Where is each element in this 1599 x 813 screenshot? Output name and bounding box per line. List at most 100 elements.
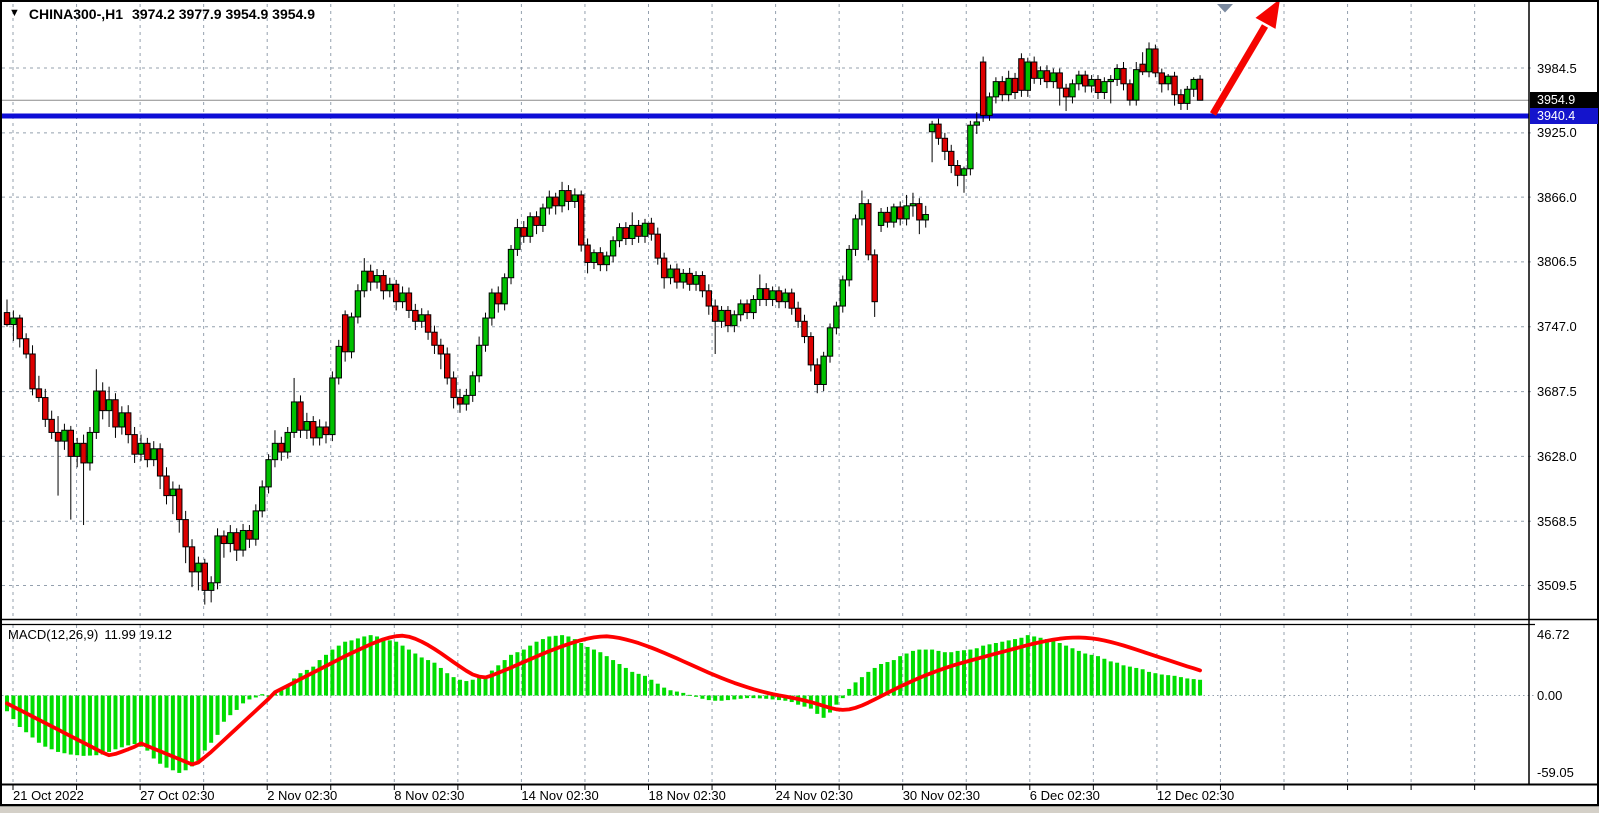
- candle-body: [514, 227, 521, 250]
- macd-histogram-bar: [879, 664, 884, 696]
- macd-histogram-bar: [700, 695, 705, 699]
- candle-body: [705, 290, 712, 307]
- chart-shift-marker-icon[interactable]: [1217, 4, 1233, 13]
- macd-histogram-bar: [553, 635, 558, 696]
- candle-body: [865, 203, 872, 256]
- candle-body: [341, 314, 349, 353]
- macd-histogram-bar: [974, 648, 979, 696]
- candle-body: [750, 299, 757, 314]
- macd-histogram-bar: [630, 671, 635, 696]
- candle-body: [265, 459, 272, 488]
- macd-histogram-bar: [375, 636, 380, 696]
- macd-histogram-bar: [840, 695, 845, 699]
- macd-histogram-bar: [107, 695, 112, 752]
- macd-histogram-bar: [649, 679, 654, 696]
- candle-body: [80, 442, 87, 464]
- macd-histogram-bar: [1159, 674, 1164, 696]
- candle-body: [367, 270, 374, 283]
- macd-histogram-bar: [623, 667, 628, 696]
- macd-histogram-bar: [343, 641, 348, 696]
- candle-body: [463, 394, 470, 405]
- candle-body: [380, 275, 387, 292]
- candle-body: [475, 344, 483, 377]
- candle-body: [42, 397, 49, 420]
- candle-body: [884, 211, 891, 223]
- candle-body: [948, 150, 955, 167]
- candle-body: [214, 535, 221, 584]
- candle-body: [1082, 74, 1089, 87]
- macd-histogram-bar: [221, 695, 226, 722]
- macd-histogram-bar: [298, 673, 303, 696]
- candle-body: [820, 355, 827, 385]
- candle-body: [1171, 75, 1178, 96]
- candle-body: [552, 196, 559, 207]
- candle-body: [807, 336, 815, 366]
- candle-body: [86, 431, 94, 464]
- trend-arrow-head[interactable]: [1255, 0, 1281, 29]
- macd-histogram-bar: [113, 695, 118, 750]
- candle-body: [418, 314, 425, 322]
- macd-histogram-bar: [923, 649, 928, 696]
- candle-body: [635, 224, 642, 237]
- candle-body: [845, 248, 853, 281]
- macd-histogram-bar: [470, 679, 475, 696]
- macd-histogram-bar: [828, 695, 833, 713]
- candle-body: [392, 283, 400, 303]
- macd-histogram-bar: [1013, 639, 1018, 696]
- macd-histogram-bar: [968, 649, 973, 696]
- trend-arrow-shaft[interactable]: [1209, 24, 1269, 116]
- macd-histogram-bar: [1089, 654, 1094, 696]
- macd-histogram-bar: [521, 649, 526, 696]
- macd-histogram-bar: [279, 690, 284, 696]
- candle-body: [386, 283, 394, 292]
- macd-histogram-bar: [713, 695, 718, 701]
- candle-body: [271, 442, 279, 461]
- candle-body: [546, 196, 553, 209]
- macd-histogram-bar: [904, 653, 909, 696]
- candle-body: [1005, 77, 1012, 96]
- macd-histogram-bar: [1051, 640, 1056, 696]
- candle-body: [259, 486, 266, 512]
- candle-body: [724, 309, 732, 327]
- candle-body: [144, 442, 151, 461]
- macd-histogram-bar: [1153, 673, 1158, 696]
- macd-histogram-bar: [962, 650, 966, 696]
- candle-body: [1101, 81, 1108, 94]
- macd-histogram-bar: [292, 678, 297, 696]
- macd-histogram-bar: [1172, 675, 1177, 696]
- macd-histogram-bar: [190, 695, 195, 767]
- candle-body: [501, 277, 508, 305]
- macd-histogram-bar: [68, 695, 73, 755]
- candle-body: [399, 292, 406, 303]
- macd-histogram-bar: [1185, 678, 1190, 696]
- macd-histogram-bar: [483, 675, 488, 696]
- macd-histogram-bar: [349, 640, 354, 696]
- candle-body: [877, 211, 885, 226]
- candle-body: [1133, 69, 1140, 101]
- macd-histogram-bar: [464, 681, 469, 696]
- candle-body: [590, 252, 598, 263]
- candle-body: [137, 442, 145, 455]
- candle-body: [756, 288, 764, 301]
- candle-body: [578, 194, 585, 246]
- candle-body: [73, 442, 81, 457]
- macd-histogram-bar: [62, 695, 67, 754]
- candle-body: [928, 123, 936, 133]
- candle-body: [558, 190, 566, 207]
- candle-body: [673, 268, 681, 283]
- candle-body: [1069, 83, 1076, 98]
- candle-body: [1152, 48, 1159, 74]
- macd-histogram-bar: [1083, 653, 1088, 696]
- macd-histogram-bar: [145, 695, 150, 751]
- macd-histogram-bar: [400, 645, 405, 696]
- candle-body: [960, 168, 968, 176]
- macd-histogram-bar: [247, 695, 252, 700]
- candle-body: [1177, 94, 1185, 104]
- candle-body: [711, 305, 719, 322]
- candle-body: [539, 207, 547, 226]
- macd-histogram-bar: [662, 687, 667, 696]
- macd-histogram-bar: [534, 641, 539, 696]
- macd-histogram-bar: [528, 645, 533, 696]
